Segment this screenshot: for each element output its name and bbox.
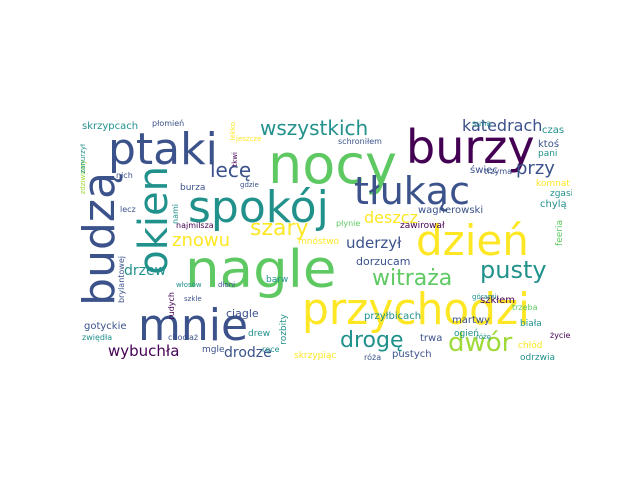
word-szklem: szkłem [480, 295, 515, 306]
word-ciagle: ciągle [226, 307, 259, 320]
word-pani: pani [538, 149, 558, 159]
word-zawirowal: zawirował [400, 221, 445, 231]
word-trwa: trwa [420, 333, 443, 344]
word-cloud: nagle przychodzi nocy burzy ptaki spokój… [80, 108, 572, 372]
word-komnat: komnat [536, 179, 570, 189]
word-chlod: chłód [518, 341, 543, 351]
word-szary: szary [250, 216, 309, 241]
word-czas: czas [542, 125, 565, 136]
word-dzien: dzień [416, 216, 529, 265]
word-skrzypiac: skrzypiąc [294, 351, 337, 361]
word-chyla: chylą [540, 199, 567, 210]
word-lecz: lecz [120, 205, 136, 214]
word-swiec: świec [470, 165, 498, 176]
word-burza: burza [180, 183, 206, 193]
word-gdzie: gdzie [240, 181, 259, 189]
word-plynie: płynie [336, 219, 361, 228]
word-znowu: znowu [172, 230, 230, 251]
word-rece: ręce [262, 345, 280, 354]
word-ktos: ktoś [538, 139, 560, 150]
word-wlosow: włosów [176, 281, 202, 289]
word-mnie: mnie [138, 300, 249, 351]
word-wszystkich: wszystkich [260, 116, 369, 140]
word-suna: suną [472, 119, 492, 128]
word-przychodzi: przychodzi [302, 284, 530, 335]
word-drew: drew [248, 329, 271, 339]
word-jeszcze: jeszcze [236, 135, 262, 143]
word-ptaki: ptaki [108, 124, 218, 175]
word-drzew: drzew [124, 263, 167, 279]
word-droge: drogę [340, 328, 404, 353]
word-odrzwia: odrzwia [520, 353, 556, 363]
word-roze: różę [476, 333, 491, 341]
word-plomien: płomień [152, 119, 185, 128]
word-trzeba: trzeba [512, 303, 538, 312]
word-tlukac: tłukąc [354, 169, 470, 213]
word-witraza: witraża [372, 266, 453, 291]
word-zgasi: zgasi [550, 189, 572, 199]
word-tkwi: tkwi [231, 152, 239, 167]
word-najmilsza: najmilsza [176, 221, 214, 230]
word-ogien: ogień [454, 329, 479, 339]
word-zycie: życie [550, 331, 571, 340]
word-lece: lecę [210, 158, 252, 182]
word-nocy: nocy [268, 133, 397, 196]
word-nich: nich [116, 171, 133, 180]
word-gotyckie: gotyckie [84, 321, 127, 332]
word-katedrach: katedrach [462, 116, 543, 135]
word-mnostwo: mnóstwo [298, 237, 340, 247]
word-chociaz: chociaż [168, 333, 199, 342]
word-wybuchla: wybuchła [108, 342, 180, 360]
word-schronilem: schroniłem [338, 137, 382, 146]
word-uderzyl: uderzył [346, 234, 402, 252]
word-brylantowej: brylantowej [117, 256, 126, 304]
word-rudych: rudych [167, 292, 176, 320]
word-dloni: dłoni [218, 281, 236, 289]
word-gorami: górami [472, 293, 497, 301]
word-lekko: lekko [229, 122, 237, 141]
word-trzyma: trzyma [484, 167, 513, 176]
word-nami: nami [171, 204, 180, 224]
word-biala: biała [520, 319, 542, 329]
word-burzy: burzy [406, 120, 535, 174]
word-pustych: pustych [392, 349, 432, 360]
word-deszcz: deszcz [364, 208, 418, 227]
word-dwor: dwór [448, 328, 513, 358]
word-wagnerowski: wagnerowski [418, 205, 484, 216]
word-szkle: szkle [184, 295, 202, 303]
word-przy: przy [516, 158, 555, 179]
word-roza: róża [364, 353, 382, 362]
word-martwy: martwy [452, 315, 490, 326]
word-pusty: pusty [480, 256, 547, 284]
word-zanurzyl: zanurzył [80, 144, 87, 174]
word-skrzypcach: skrzypcach [82, 121, 139, 132]
word-dorzucam: dorzucam [356, 255, 411, 268]
word-barw: barw [266, 275, 289, 285]
word-feeria: feeria [555, 220, 565, 246]
word-okien: okien [131, 166, 177, 275]
word-spokoj: spokój [188, 182, 329, 233]
word-mgle: mgle [202, 345, 225, 355]
word-drodze: drodze [224, 345, 272, 361]
word-przylbicach: przyłbicach [364, 311, 422, 322]
word-nagle: nagle [185, 240, 337, 300]
word-rozbity: rozbity [279, 314, 289, 345]
word-zwiedla: zwiędła [82, 333, 113, 342]
